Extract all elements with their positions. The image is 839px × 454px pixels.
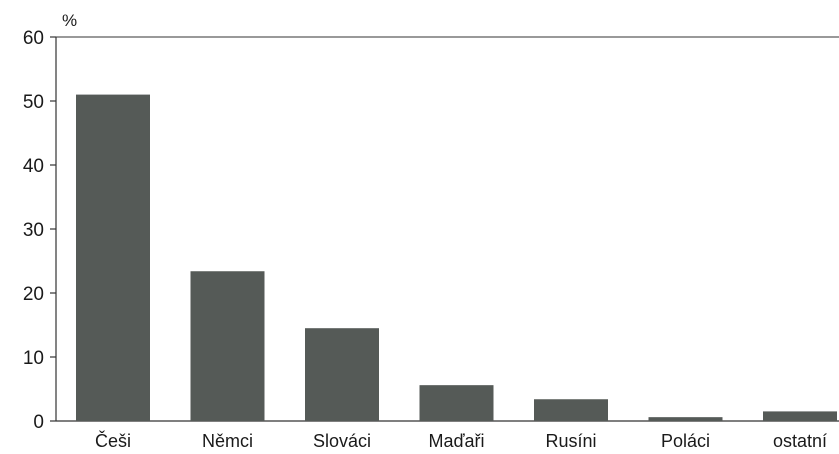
x-tick-label: Němci [202, 431, 253, 451]
bar-3 [419, 385, 494, 421]
x-tick-label: Rusíni [545, 431, 596, 451]
x-tick-label: Maďaři [428, 431, 484, 451]
y-tick-label: 0 [33, 412, 44, 433]
y-tick-label: 40 [23, 156, 44, 177]
bar-4 [534, 399, 608, 421]
x-tick-label: ostatní [773, 431, 827, 451]
y-tick-label: 30 [23, 220, 44, 241]
y-tick-label: 50 [23, 92, 44, 113]
y-tick-label: 60 [23, 28, 44, 49]
y-unit-label: % [62, 11, 77, 30]
y-tick-label: 10 [23, 348, 44, 369]
y-tick-label: 20 [23, 284, 44, 305]
x-tick-label: Slováci [313, 431, 371, 451]
x-tick-labels: Češi Němci Slováci Maďaři Rusíni Poláci ostatn… [95, 430, 827, 451]
bar-5 [648, 417, 723, 421]
x-tick-label: Poláci [661, 431, 710, 451]
bars [76, 94, 837, 421]
bar-6 [763, 411, 837, 421]
bar-0 [76, 94, 150, 421]
y-ticks: 0 10 20 30 40 50 60 [23, 28, 56, 433]
x-tick-label: Češi [95, 430, 131, 451]
bar-1 [190, 271, 265, 421]
bar-2 [305, 328, 379, 421]
